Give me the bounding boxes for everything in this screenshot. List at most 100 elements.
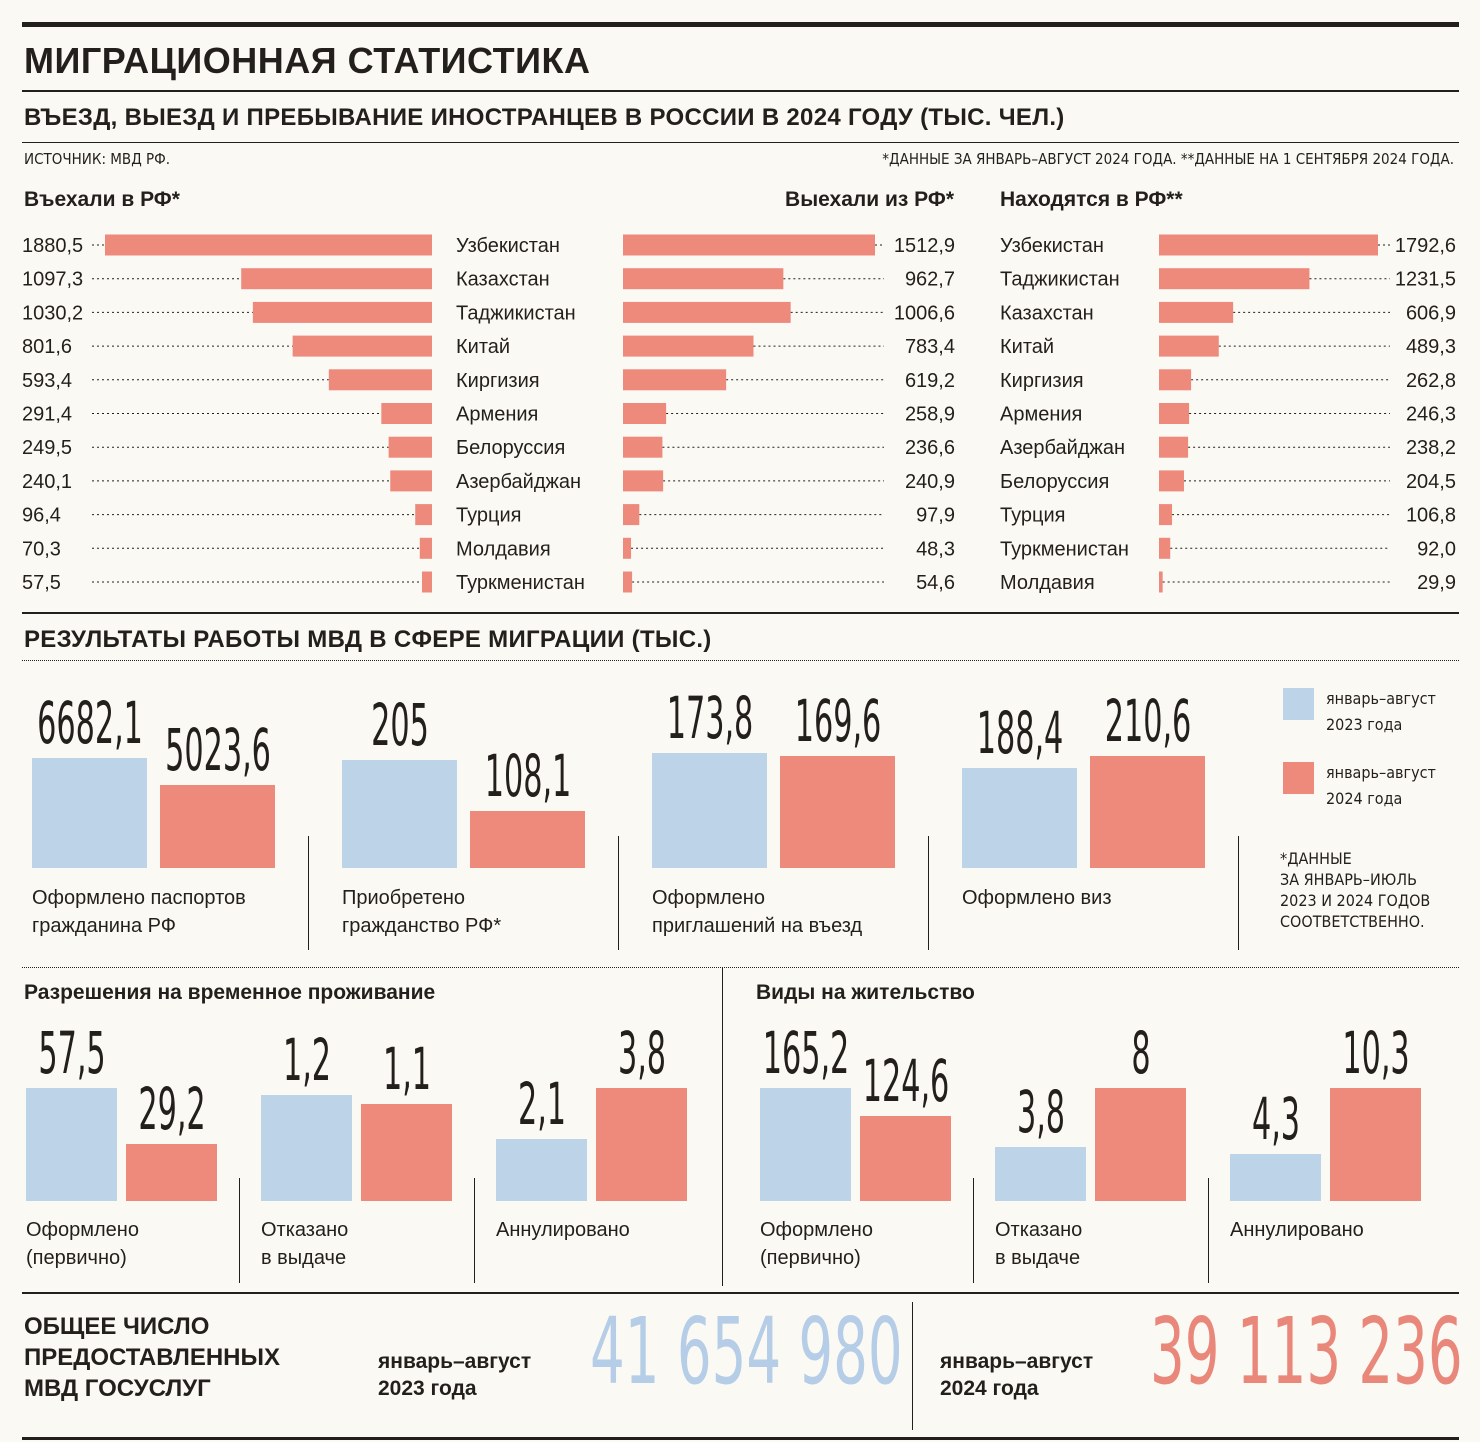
bar-group-caption: Аннулировано xyxy=(496,1219,630,1241)
bar-2023 xyxy=(962,768,1077,868)
country-label: Азербайджан xyxy=(456,471,581,493)
value-label-entered: 96,4 xyxy=(22,505,61,527)
bar-2024 xyxy=(780,756,895,868)
source-note: ИСТОЧНИК: МВД РФ. xyxy=(24,150,171,168)
bar-left xyxy=(623,571,633,593)
bar-2023 xyxy=(261,1095,352,1201)
country-label: Турция xyxy=(1000,505,1065,527)
group-divider xyxy=(308,836,309,950)
value-label-2023: 3,8 xyxy=(1016,1078,1065,1146)
value-label-staying: 29,9 xyxy=(1417,572,1456,594)
totals-period-2023: январь–август 2023 года xyxy=(378,1350,532,1400)
section3-dotted-rule xyxy=(22,967,1459,968)
bar-left xyxy=(623,436,663,458)
bar-group-caption: Отказано в выдаче xyxy=(261,1219,349,1269)
country-label: Киргизия xyxy=(1000,370,1084,392)
col-title-left: Выехали из РФ* xyxy=(785,188,954,211)
bar-left xyxy=(623,470,664,492)
bar-left xyxy=(623,335,754,357)
value-label-2023: 205 xyxy=(370,691,429,759)
value-label-entered: 249,5 xyxy=(22,437,72,459)
bar-entered xyxy=(381,403,432,424)
country-label: Узбекистан xyxy=(456,235,560,257)
value-label-2023: 165,2 xyxy=(762,1019,849,1087)
top-rule xyxy=(22,22,1459,27)
col-title-entered: Въехали в РФ* xyxy=(24,188,180,211)
country-label: Армения xyxy=(1000,404,1082,426)
value-label-left: 97,9 xyxy=(916,505,955,527)
bar-entered xyxy=(328,369,432,391)
value-label-staying: 92,0 xyxy=(1417,538,1456,560)
value-label-2024: 169,6 xyxy=(794,687,881,755)
page-title: МИГРАЦИОННАЯ СТАТИСТИКА xyxy=(24,40,591,81)
country-label: Турция xyxy=(456,505,521,527)
footnote-star: *ДАННЫЕ ЗА ЯНВАРЬ–ИЮЛЬ 2023 И 2024 ГОДОВ… xyxy=(1280,849,1431,931)
legend-label-2023: январь–август 2023 года xyxy=(1326,689,1436,734)
value-label-entered: 1097,3 xyxy=(22,269,83,291)
bar-group-caption: Аннулировано xyxy=(1230,1219,1364,1241)
bar-staying xyxy=(1159,234,1378,256)
country-label: Молдавия xyxy=(1000,572,1095,594)
value-label-left: 258,9 xyxy=(905,404,955,426)
bar-staying xyxy=(1159,403,1190,424)
bar-2023 xyxy=(32,758,147,868)
value-label-left: 240,9 xyxy=(905,471,955,493)
bar-2024 xyxy=(160,785,275,868)
value-label-2023: 57,5 xyxy=(37,1019,106,1087)
value-label-staying: 606,9 xyxy=(1406,302,1456,324)
bar-entered xyxy=(388,436,432,458)
bar-group-caption: Приобретено гражданство РФ* xyxy=(342,887,502,937)
value-label-entered: 291,4 xyxy=(22,404,72,426)
bar-group-caption: Оформлено приглашений на въезд xyxy=(652,887,863,937)
section2-dotted-rule xyxy=(22,660,1459,661)
value-label-2024: 1,1 xyxy=(382,1035,431,1103)
bar-entered xyxy=(422,571,432,593)
value-label-left: 619,2 xyxy=(905,370,955,392)
bar-2024 xyxy=(596,1088,687,1201)
totals-value-2023: 41 654 980 xyxy=(590,1298,903,1405)
bar-2023 xyxy=(995,1147,1086,1201)
bar-2023 xyxy=(1230,1154,1321,1201)
bar-2023 xyxy=(760,1088,851,1201)
country-label: Таджикистан xyxy=(1000,269,1120,291)
value-label-staying: 1231,5 xyxy=(1395,269,1456,291)
value-label-staying: 246,3 xyxy=(1406,404,1456,426)
bar-left xyxy=(623,268,784,290)
value-label-staying: 1792,6 xyxy=(1395,235,1456,257)
group-divider xyxy=(239,1178,240,1283)
bar-2024 xyxy=(1330,1088,1421,1201)
bar-2024 xyxy=(1090,756,1205,868)
group-divider xyxy=(474,1178,475,1283)
bar-group-caption: Отказано в выдаче xyxy=(995,1219,1083,1269)
country-label: Казахстан xyxy=(456,269,550,291)
subtitle: ВЪЕЗД, ВЫЕЗД И ПРЕБЫВАНИЕ ИНОСТРАНЦЕВ В … xyxy=(24,104,1065,131)
section3-divider xyxy=(722,968,723,1286)
value-label-2024: 10,3 xyxy=(1341,1019,1410,1087)
section2-title: РЕЗУЛЬТАТЫ РАБОТЫ МВД В СФЕРЕ МИГРАЦИИ (… xyxy=(24,626,712,653)
country-label: Казахстан xyxy=(1000,302,1094,324)
value-label-2023: 4,3 xyxy=(1251,1085,1300,1153)
value-label-2024: 8 xyxy=(1130,1019,1151,1087)
bar-entered xyxy=(241,268,432,290)
legend-swatch-2023 xyxy=(1283,688,1314,720)
bar-entered xyxy=(419,537,432,559)
bar-group-caption: Оформлено паспортов гражданина РФ xyxy=(32,887,246,937)
bar-staying xyxy=(1159,436,1189,458)
section2-top-rule xyxy=(22,612,1459,614)
value-label-entered: 593,4 xyxy=(22,370,72,392)
value-label-2023: 173,8 xyxy=(666,684,753,752)
bar-staying xyxy=(1159,571,1163,593)
bar-entered xyxy=(292,335,432,357)
value-label-staying: 262,8 xyxy=(1406,370,1456,392)
bar-2024 xyxy=(470,811,585,868)
bar-left xyxy=(623,234,875,256)
rvp-title: Разрешения на временное проживание xyxy=(24,981,436,1004)
bar-staying xyxy=(1159,268,1310,290)
totals-top-rule xyxy=(22,1292,1459,1294)
col-title-staying: Находятся в РФ** xyxy=(1000,188,1183,211)
bar-group-caption: Оформлено виз xyxy=(962,887,1112,909)
bar-staying xyxy=(1159,301,1234,323)
bar-entered xyxy=(252,301,432,323)
bar-entered xyxy=(105,234,432,256)
totals-heading: ОБЩЕЕ ЧИСЛО ПРЕДОСТАВЛЕННЫХ МВД ГОСУСЛУГ xyxy=(24,1313,280,1402)
